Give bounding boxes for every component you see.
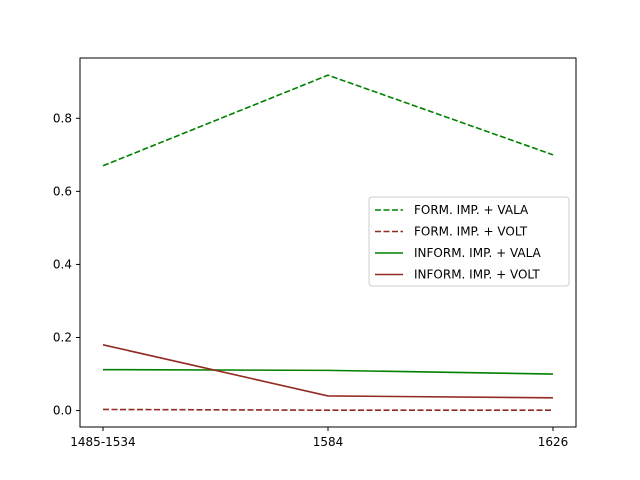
- y-tick-label: 0.0: [53, 404, 72, 418]
- series-line-2: [102, 408, 553, 411]
- series-line-1: [102, 74, 554, 167]
- y-tick-label: 0.2: [53, 330, 72, 344]
- legend-label-4: INFORM. IMP. + VOLT: [414, 268, 540, 282]
- y-axis: 0.0 0.2 0.4 0.6 0.8: [53, 111, 80, 418]
- y-tick-label: 0.8: [53, 111, 72, 125]
- legend: FORM. IMP. + VALA FORM. IMP. + VOLT INFORM…: [368, 196, 570, 287]
- x-axis: 1485-1534 1584 1626: [70, 427, 568, 449]
- x-tick-label: 1626: [538, 435, 569, 449]
- y-tick-label: 0.6: [53, 184, 72, 198]
- series-line-4: [102, 344, 554, 399]
- legend-box: [368, 196, 570, 287]
- legend-label-3: INFORM. IMP. + VALA: [414, 246, 542, 260]
- legend-label-2: FORM. IMP. + VOLT: [414, 225, 528, 239]
- x-tick-label: 1485-1534: [70, 435, 135, 449]
- legend-label-1: FORM. IMP. + VALA: [414, 203, 529, 217]
- x-tick-label: 1584: [313, 435, 344, 449]
- series-layer: [102, 74, 554, 411]
- series-line-3: [102, 368, 554, 375]
- y-tick-label: 0.4: [53, 257, 72, 271]
